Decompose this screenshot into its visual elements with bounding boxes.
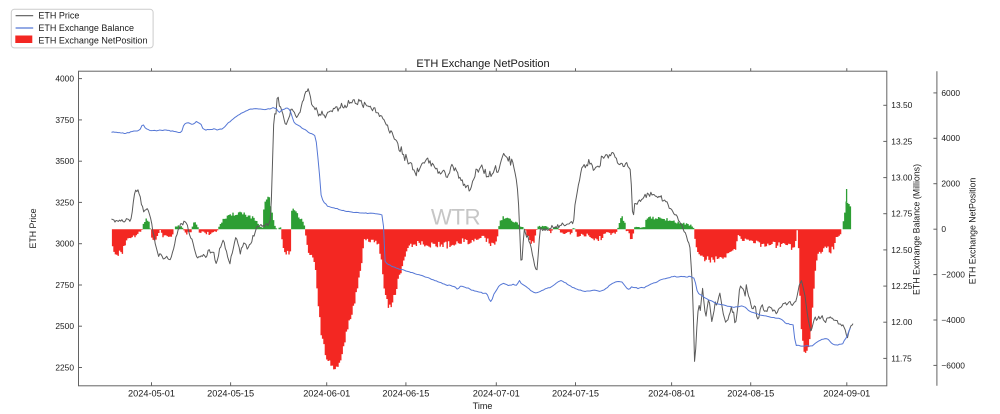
svg-text:2000: 2000 <box>941 179 960 189</box>
svg-text:2024-06-15: 2024-06-15 <box>382 389 429 399</box>
svg-text:12.00: 12.00 <box>891 317 912 327</box>
svg-text:3250: 3250 <box>55 197 74 207</box>
svg-text:2024-06-01: 2024-06-01 <box>303 389 350 399</box>
svg-text:2024-07-01: 2024-07-01 <box>473 389 520 399</box>
svg-text:2250: 2250 <box>55 362 74 372</box>
svg-text:6000: 6000 <box>941 88 960 98</box>
svg-text:ETH Price: ETH Price <box>38 11 79 21</box>
svg-text:3750: 3750 <box>55 115 74 125</box>
svg-text:ETH Exchange NetPosition: ETH Exchange NetPosition <box>416 58 549 70</box>
svg-text:ETH Exchange NetPosition: ETH Exchange NetPosition <box>968 178 978 285</box>
svg-text:11.75: 11.75 <box>891 353 912 363</box>
svg-text:12.25: 12.25 <box>891 281 912 291</box>
svg-text:4000: 4000 <box>941 133 960 143</box>
svg-text:4000: 4000 <box>55 74 74 84</box>
svg-text:ETH Exchange Balance: ETH Exchange Balance <box>38 23 134 33</box>
svg-text:Time: Time <box>473 401 493 411</box>
svg-text:2024-07-15: 2024-07-15 <box>552 389 599 399</box>
svg-text:−4000: −4000 <box>941 315 965 325</box>
svg-text:2024-08-15: 2024-08-15 <box>727 389 774 399</box>
svg-text:ETH Exchange NetPosition: ETH Exchange NetPosition <box>38 35 147 45</box>
svg-text:2750: 2750 <box>55 280 74 290</box>
svg-text:ETH Price: ETH Price <box>28 208 38 248</box>
svg-text:3000: 3000 <box>55 239 74 249</box>
svg-text:13.25: 13.25 <box>891 136 912 146</box>
svg-text:2500: 2500 <box>55 321 74 331</box>
svg-text:2024-05-15: 2024-05-15 <box>207 389 254 399</box>
svg-text:−6000: −6000 <box>941 360 965 370</box>
svg-text:12.75: 12.75 <box>891 209 912 219</box>
svg-text:WTR: WTR <box>431 205 481 230</box>
svg-text:−2000: −2000 <box>941 270 965 280</box>
svg-text:2024-05-01: 2024-05-01 <box>128 389 175 399</box>
svg-text:2024-09-01: 2024-09-01 <box>823 389 870 399</box>
svg-text:13.50: 13.50 <box>891 100 912 110</box>
svg-text:3500: 3500 <box>55 156 74 166</box>
svg-text:0: 0 <box>941 224 946 234</box>
svg-text:12.50: 12.50 <box>891 245 912 255</box>
svg-text:2024-08-01: 2024-08-01 <box>648 389 695 399</box>
svg-text:ETH Exchange Balance (Millions: ETH Exchange Balance (Millions) <box>912 164 922 295</box>
svg-text:13.00: 13.00 <box>891 173 912 183</box>
